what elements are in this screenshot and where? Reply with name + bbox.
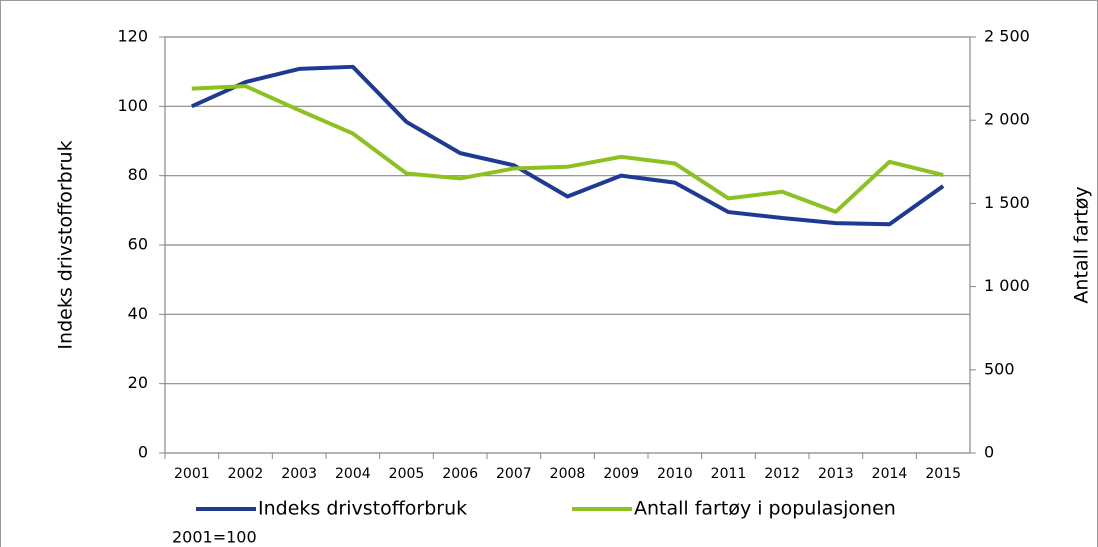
y-tick-label: 40: [128, 304, 148, 323]
y2-tick-label: 1 500: [984, 193, 1030, 212]
x-tick-label: 2003: [281, 466, 317, 482]
x-tick-label: 2008: [550, 466, 586, 482]
x-tick-label: 2002: [228, 466, 264, 482]
y-axis-title: Indeks drivstofforbruk: [55, 140, 77, 349]
y2-tick-label: 2 000: [984, 110, 1030, 129]
x-tick-label: 2014: [872, 466, 908, 482]
y2-tick-label: 500: [984, 359, 1015, 378]
series-line: [191, 64, 945, 227]
x-tick-label: 2012: [764, 466, 800, 482]
x-tick-label: 2004: [335, 466, 371, 482]
series-line: [191, 84, 944, 214]
y2-tick-label: 1 000: [984, 276, 1030, 295]
x-tick-label: 2009: [603, 466, 639, 482]
x-tick-label: 2010: [657, 466, 693, 482]
y2-axis-title: Antall fartøy: [1071, 186, 1093, 303]
x-tick-label: 2007: [496, 466, 532, 482]
x-tick-label: 2006: [442, 466, 478, 482]
y-tick-label: 100: [117, 96, 148, 115]
x-tick-label: 2013: [818, 466, 854, 482]
y-tick-label: 60: [128, 235, 148, 254]
y2-tick-label: 2 500: [984, 27, 1030, 46]
x-tick-label: 2005: [389, 466, 425, 482]
x-tick-label: 2011: [711, 466, 747, 482]
note: 2001=100: [172, 528, 257, 547]
y-tick-label: 20: [128, 373, 148, 392]
x-tick-label: 2001: [174, 466, 210, 482]
y2-tick-label: 0: [984, 443, 994, 462]
y-tick-label: 120: [117, 27, 148, 46]
y-tick-label: 0: [138, 443, 148, 462]
x-tick-label: 2015: [925, 466, 961, 482]
legend-label: Indeks drivstofforbruk: [258, 498, 467, 520]
y-tick-label: 80: [128, 165, 148, 184]
legend-label: Antall fartøy i populasjonen: [634, 498, 896, 520]
